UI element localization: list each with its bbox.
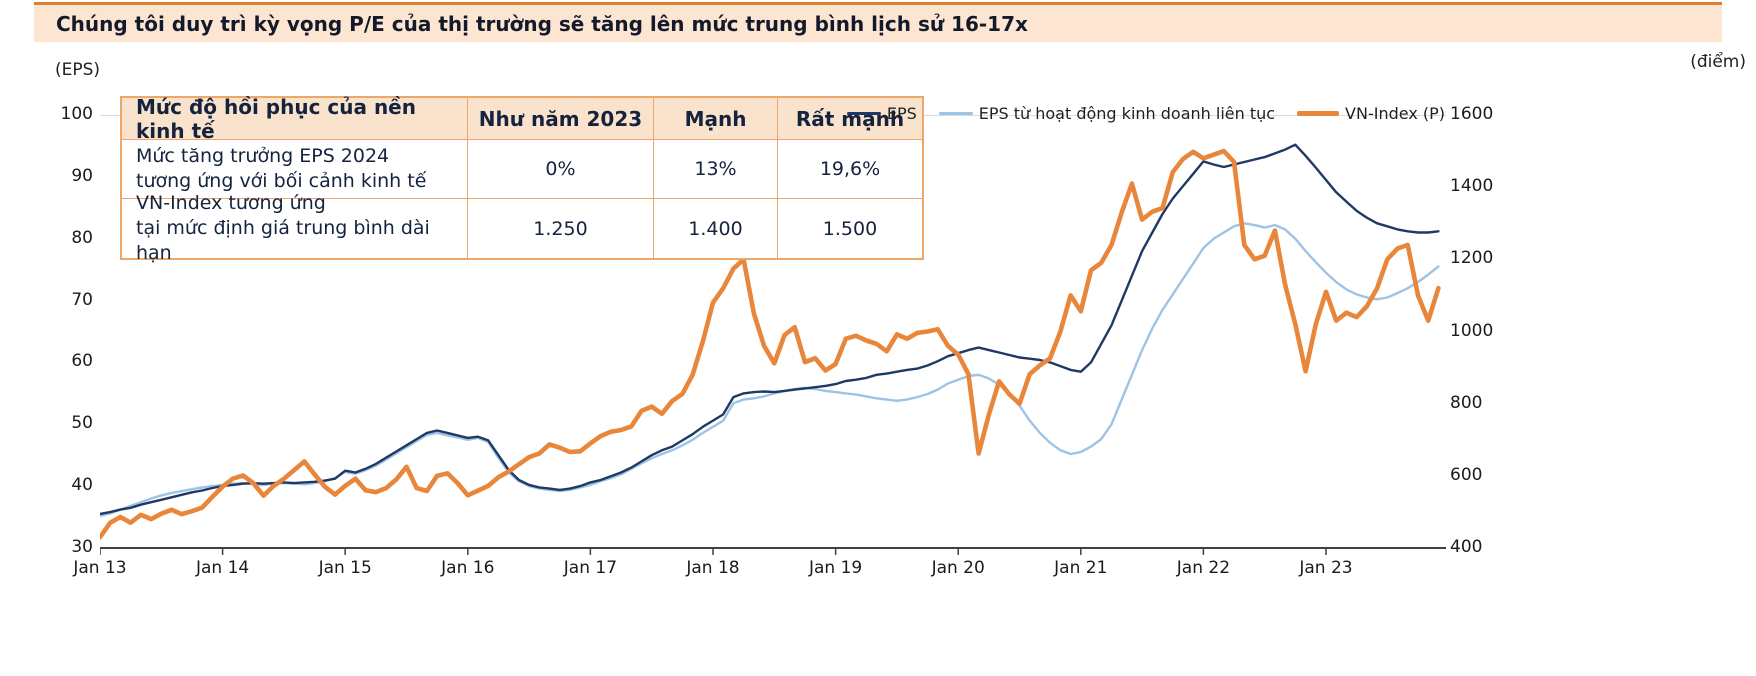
table-row-label-line1: Mức tăng trưởng EPS 2024 — [136, 145, 390, 168]
x-axis-tick-label: Jan 13 — [73, 558, 127, 578]
right-axis-tick-label: 400 — [1450, 537, 1483, 557]
right-axis-tick-label: 1600 — [1450, 104, 1494, 124]
header-bar: Chúng tôi duy trì kỳ vọng P/E của thị tr… — [34, 2, 1722, 42]
x-axis-tick-label: Jan 19 — [808, 558, 863, 578]
table-value-vnindex-like-2023: 1.250 — [468, 199, 654, 258]
left-axis-tick-label: 90 — [71, 165, 93, 186]
left-axis-tick-label: 50 — [71, 413, 93, 434]
x-axis-tick-label: Jan 17 — [563, 558, 618, 578]
left-axis-tick-label: 100 — [60, 104, 93, 124]
table-header-strong: Mạnh — [654, 98, 778, 140]
x-axis-tick-label: Jan 16 — [441, 558, 495, 578]
table-row-label-eps-growth: Mức tăng trưởng EPS 2024 tương ứng với b… — [122, 140, 468, 199]
table-header-like-2023: Như năm 2023 — [468, 98, 654, 140]
table-header-recovery-level: Mức độ hồi phục của nền kinh tế — [122, 95, 468, 143]
series-line-vn-index — [100, 148, 1441, 540]
left-axis-tick-label: 80 — [71, 227, 93, 248]
right-axis-tick-label: 1000 — [1450, 320, 1494, 341]
table-row-label-line2: tại mức định giá trung bình dài hạn — [136, 217, 430, 264]
legend-label-eps: EPS — [886, 104, 917, 123]
legend-item-vn-index: VN-Index (P) — [1297, 104, 1445, 123]
right-axis-tick-label: 1400 — [1450, 176, 1494, 197]
plot-area — [100, 115, 1446, 555]
legend-label-eps-continuing: EPS từ hoạt động kinh doanh liên tục — [978, 104, 1276, 123]
x-axis-tick-label: Jan 20 — [931, 558, 985, 578]
recovery-scenario-table: Mức độ hồi phục của nền kinh tế Như năm … — [120, 95, 924, 264]
series-line-eps — [100, 143, 1440, 516]
right-axis-tick-label: 800 — [1450, 392, 1483, 413]
x-axis-tick-label: Jan 18 — [686, 558, 740, 578]
right-axis-tick-label: 600 — [1450, 464, 1483, 485]
eps-continuing-line-swatch — [938, 112, 973, 115]
series-line-eps-continuing — [100, 222, 1440, 517]
legend: EPS EPS từ hoạt động kinh doanh liên tục… — [846, 104, 1445, 123]
legend-item-eps: EPS — [846, 104, 917, 123]
table-value-eps-growth-like-2023: 0% — [468, 140, 654, 199]
table-value-eps-growth-very-strong: 19,6% — [778, 140, 922, 199]
table-value-eps-growth-strong: 13% — [654, 140, 778, 199]
left-axis-tick-label: 70 — [71, 289, 93, 310]
x-axis-tick-label: Jan 14 — [195, 558, 250, 578]
table-row-label-line1: VN-Index tương ứng — [136, 192, 326, 215]
table-value-vnindex-strong: 1.400 — [654, 199, 778, 258]
table-value-vnindex-very-strong: 1.500 — [822, 217, 878, 240]
left-axis-tick-label: 40 — [71, 475, 93, 496]
x-axis-tick-label: Jan 23 — [1299, 558, 1353, 578]
table-row-label-line2: tương ứng với bối cảnh kinh tế — [136, 170, 427, 192]
table-header-very-strong: Rất mạnh — [778, 98, 922, 140]
legend-item-eps-continuing: EPS từ hoạt động kinh doanh liên tục — [938, 104, 1276, 123]
x-axis-tick-label: Jan 22 — [1176, 558, 1231, 578]
legend-label-vn-index: VN-Index (P) — [1345, 104, 1445, 123]
vn-index-line-swatch — [1297, 111, 1340, 116]
table-row-label-vnindex-target: VN-Index tương ứng tại mức định giá trun… — [122, 192, 468, 264]
left-axis-unit: (EPS) — [55, 60, 101, 80]
left-axis-tick-label: 30 — [71, 537, 93, 557]
eps-line-swatch — [846, 112, 881, 115]
left-axis-tick-label: 60 — [71, 351, 93, 372]
x-axis-tick-label: Jan 15 — [318, 558, 372, 578]
x-axis-tick-label: Jan 21 — [1054, 558, 1108, 578]
right-axis-tick-label: 1200 — [1450, 248, 1494, 269]
page-title: Chúng tôi duy trì kỳ vọng P/E của thị tr… — [56, 11, 1028, 36]
right-axis-unit: (điểm) — [1690, 52, 1746, 72]
